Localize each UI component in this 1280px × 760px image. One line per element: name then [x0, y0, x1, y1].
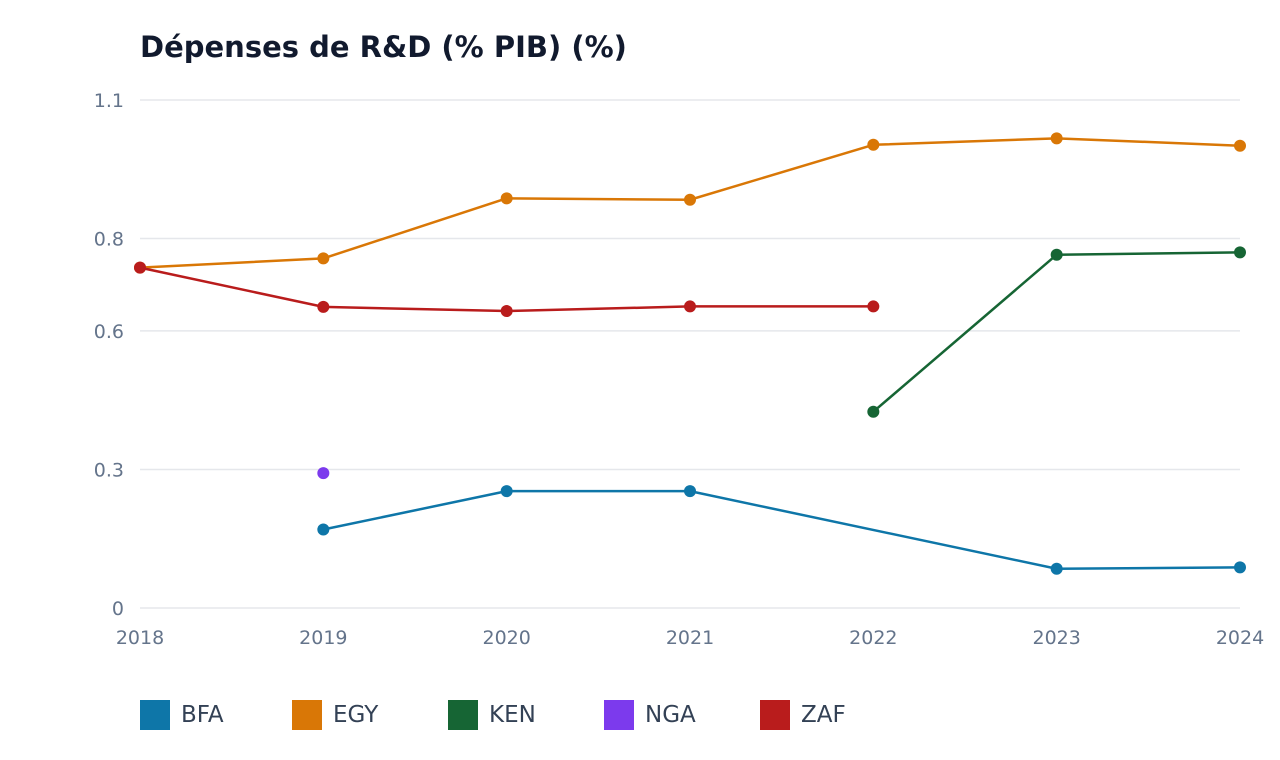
- data-point-bfa[interactable]: [317, 523, 330, 536]
- legend-item-zaf[interactable]: ZAF: [760, 700, 846, 730]
- legend-swatch: [448, 700, 478, 730]
- series-ken: [867, 246, 1246, 418]
- legend-label: BFA: [181, 702, 224, 728]
- axis-labels: 0 0.3 0.6 0.8 1.1 2018 2019 2020 2021 2022 2023 202…: [94, 90, 1264, 649]
- data-point-zaf[interactable]: [500, 305, 513, 318]
- series-nga: [317, 467, 330, 480]
- series-line-bfa: [323, 489, 1241, 570]
- data-point-egy[interactable]: [500, 192, 513, 205]
- data-point-ken[interactable]: [1050, 248, 1063, 261]
- data-point-zaf[interactable]: [684, 300, 696, 313]
- x-tick-label: 2021: [666, 627, 714, 649]
- legend-label: NGA: [645, 702, 696, 728]
- legend-item-egy[interactable]: EGY: [292, 700, 448, 730]
- data-point-egy[interactable]: [684, 193, 696, 206]
- legend-label: ZAF: [801, 702, 846, 728]
- legend-item-bfa[interactable]: BFA: [140, 700, 292, 730]
- legend-swatch: [140, 700, 170, 730]
- chart-legend: BFA EGY KEN NGA ZAF: [140, 700, 846, 730]
- data-point-egy[interactable]: [1234, 139, 1246, 152]
- data-point-egy[interactable]: [317, 252, 330, 265]
- x-tick-label: 2019: [299, 627, 347, 649]
- x-tick-label: 2023: [1032, 627, 1080, 649]
- y-tick-label: 1.1: [94, 90, 124, 112]
- data-point-bfa[interactable]: [1234, 561, 1246, 574]
- series-zaf: [134, 261, 880, 318]
- chart-title: Dépenses de R&D (% PIB) (%): [140, 30, 627, 64]
- data-point-ken[interactable]: [1234, 246, 1246, 259]
- y-tick-label: 0.8: [94, 229, 124, 251]
- series-lines: [134, 132, 1246, 575]
- data-point-egy[interactable]: [867, 138, 880, 151]
- data-point-bfa[interactable]: [1050, 562, 1063, 575]
- data-point-zaf[interactable]: [317, 300, 330, 313]
- series-line-ken: [872, 251, 1241, 413]
- data-point-zaf[interactable]: [867, 300, 880, 313]
- x-tick-label: 2018: [116, 627, 164, 649]
- x-tick-label: 2024: [1216, 627, 1264, 649]
- legend-item-nga[interactable]: NGA: [604, 700, 760, 730]
- data-point-egy[interactable]: [1050, 132, 1063, 145]
- y-tick-label: 0.3: [94, 459, 124, 481]
- series-egy: [134, 132, 1246, 274]
- data-point-bfa[interactable]: [500, 485, 513, 498]
- series-bfa: [317, 485, 1246, 575]
- y-tick-label: 0: [112, 598, 124, 620]
- y-tick-label: 0.6: [94, 321, 124, 343]
- legend-swatch: [292, 700, 322, 730]
- data-point-zaf[interactable]: [134, 261, 146, 274]
- data-point-bfa[interactable]: [684, 485, 696, 498]
- legend-label: KEN: [489, 702, 536, 728]
- series-line-zaf: [139, 266, 874, 313]
- legend-swatch: [760, 700, 790, 730]
- data-point-ken[interactable]: [867, 405, 880, 418]
- grid-lines: [140, 99, 1240, 609]
- legend-item-ken[interactable]: KEN: [448, 700, 604, 730]
- x-tick-label: 2020: [482, 627, 530, 649]
- legend-label: EGY: [333, 702, 379, 728]
- data-point-nga[interactable]: [317, 467, 330, 480]
- x-tick-label: 2022: [849, 627, 897, 649]
- legend-swatch: [604, 700, 634, 730]
